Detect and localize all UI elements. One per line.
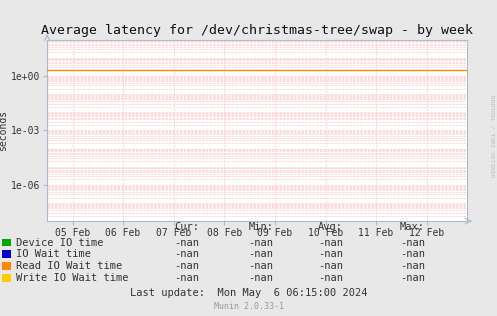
Text: -nan: -nan <box>318 238 343 248</box>
Text: Min:: Min: <box>248 222 273 232</box>
Text: -nan: -nan <box>318 261 343 271</box>
Text: RRDTOOL / TOBI OETIKER: RRDTOOL / TOBI OETIKER <box>490 94 495 177</box>
Text: Read IO Wait time: Read IO Wait time <box>16 261 123 271</box>
Text: -nan: -nan <box>248 249 273 259</box>
Text: -nan: -nan <box>400 261 425 271</box>
Text: Last update:  Mon May  6 06:15:00 2024: Last update: Mon May 6 06:15:00 2024 <box>130 288 367 298</box>
Text: -nan: -nan <box>400 238 425 248</box>
Text: IO Wait time: IO Wait time <box>16 249 91 259</box>
Text: -nan: -nan <box>318 249 343 259</box>
Text: Device IO time: Device IO time <box>16 238 104 248</box>
Text: -nan: -nan <box>248 261 273 271</box>
Text: -nan: -nan <box>174 273 199 283</box>
Text: -nan: -nan <box>400 273 425 283</box>
Text: -nan: -nan <box>174 261 199 271</box>
Text: -nan: -nan <box>248 273 273 283</box>
Text: -nan: -nan <box>400 249 425 259</box>
Text: -nan: -nan <box>174 249 199 259</box>
Text: -nan: -nan <box>248 238 273 248</box>
Y-axis label: seconds: seconds <box>0 110 8 151</box>
Text: -nan: -nan <box>174 238 199 248</box>
Text: Munin 2.0.33-1: Munin 2.0.33-1 <box>214 302 283 311</box>
Text: Max:: Max: <box>400 222 425 232</box>
Text: -nan: -nan <box>318 273 343 283</box>
Title: Average latency for /dev/christmas-tree/swap - by week: Average latency for /dev/christmas-tree/… <box>41 24 473 37</box>
Text: Avg:: Avg: <box>318 222 343 232</box>
Text: Cur:: Cur: <box>174 222 199 232</box>
Text: Write IO Wait time: Write IO Wait time <box>16 273 129 283</box>
